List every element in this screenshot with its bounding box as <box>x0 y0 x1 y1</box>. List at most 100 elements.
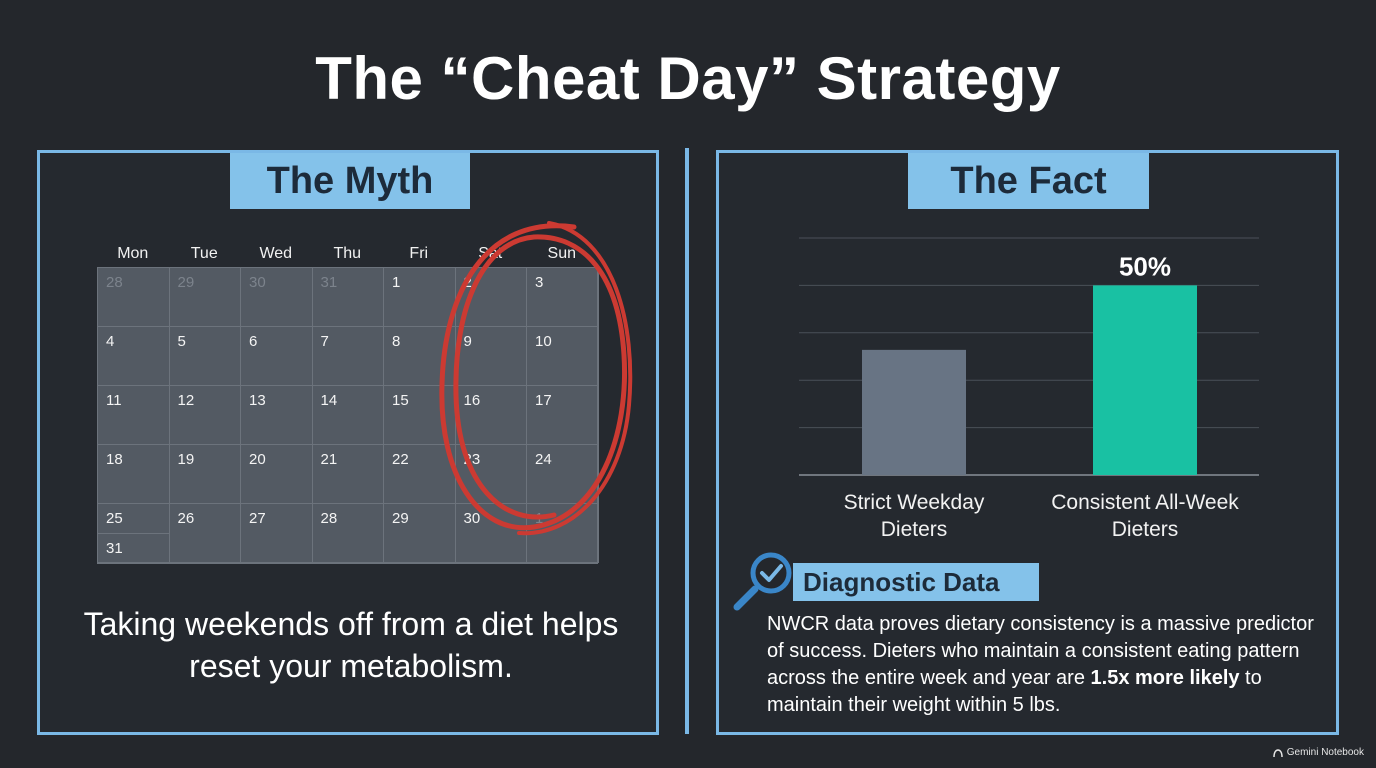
calendar-day-cell: 24 <box>527 445 599 504</box>
calendar-day-number: 9 <box>463 333 472 350</box>
calendar-day-cell: 18 <box>98 445 170 504</box>
calendar-day-cell: 9 <box>455 327 527 386</box>
fact-header: The Fact <box>908 153 1149 209</box>
calendar-day-number: 23 <box>463 451 481 468</box>
calendar-grid: 28 29 30 31 1 2 3 4 5 6 7 8 9 10 11 12 13 14 15 16 17 18 19 20 2… <box>97 267 599 564</box>
panel-divider <box>685 148 689 734</box>
calendar-day-cell: 11 <box>98 386 170 445</box>
calendar-day-number: 22 <box>392 451 409 468</box>
myth-statement: Taking weekends off from a diet helps re… <box>83 606 619 684</box>
calendar-day-cell: 8 <box>384 327 456 386</box>
calendar-day-number: 5 <box>177 333 186 350</box>
category-label: Strict Weekday Dieters <box>844 491 985 541</box>
calendar-day-cell: 25 31 <box>98 504 170 563</box>
calendar-day-number: 6 <box>249 333 258 350</box>
watermark: Gemini Notebook <box>1272 747 1364 758</box>
calendar-day-cell: 27 <box>241 504 313 563</box>
calendar-day-cell: 30 <box>455 504 527 563</box>
calendar-day-cell: 14 <box>312 386 384 445</box>
calendar-day-number: 26 <box>177 510 195 527</box>
magnifier-check-icon <box>733 552 792 611</box>
calendar-day-number: 11 <box>106 392 122 409</box>
calendar-day-cell: 4 <box>98 327 170 386</box>
calendar-day-number: 29 <box>177 274 195 291</box>
myth-header: The Myth <box>230 153 470 209</box>
success-rate-bar-chart: Strict Weekday Dieters 50% Consistent All-W… <box>799 237 1259 541</box>
calendar-day-cell: 21 <box>312 445 384 504</box>
calendar-day-cell: 6 <box>241 327 313 386</box>
calendar: Mon Tue Wed Thu Fri Sat Sun 28 29 30 31 1 2 3 4 5 6 7 8 9 1… <box>97 241 599 564</box>
calendar-day-number: 1 <box>392 274 401 291</box>
calendar-day-cell: 28 <box>98 268 170 327</box>
calendar-day-cell: 15 <box>384 386 456 445</box>
diagnostic-text-highlight: 1.5x more likely <box>1090 667 1240 689</box>
calendar-day-number: 24 <box>535 451 552 468</box>
calendar-day-cell: 30 <box>241 268 313 327</box>
calendar-day-cell: 31 <box>312 268 384 327</box>
calendar-day-cell: 23 <box>455 445 527 504</box>
bar-data-label: 50% <box>1119 251 1171 281</box>
fact-panel: The Fact Strict Weekday Dieters 50% Consist… <box>716 150 1339 735</box>
calendar-day-number: 8 <box>392 333 401 350</box>
calendar-day-number: 15 <box>392 392 409 409</box>
calendar-day-number: 2 <box>463 274 472 291</box>
calendar-day-number: 10 <box>535 333 552 350</box>
calendar-day-number: 18 <box>106 451 123 468</box>
calendar-day-number: 28 <box>106 274 123 291</box>
calendar-day-cell: 10 <box>527 327 599 386</box>
calendar-day-cell: 12 <box>169 386 241 445</box>
calendar-day-cell: 7 <box>312 327 384 386</box>
calendar-day-number: 31 <box>98 533 169 562</box>
diagnostic-heading: Diagnostic Data <box>731 551 1331 611</box>
calendar-day-number: 3 <box>535 274 544 291</box>
calendar-day-cell: 3 <box>527 268 599 327</box>
calendar-day-number: 20 <box>249 451 266 468</box>
weekday-label: Fri <box>409 245 429 262</box>
calendar-day-cell: 13 <box>241 386 313 445</box>
calendar-day-number: 21 <box>320 451 338 468</box>
calendar-day-number: 16 <box>463 392 481 409</box>
calendar-day-cell: 17 <box>527 386 599 445</box>
weekday-label: Wed <box>259 245 293 262</box>
weekday-label: Thu <box>333 245 362 262</box>
calendar-day-cell: 20 <box>241 445 313 504</box>
calendar-day-cell: 5 <box>169 327 241 386</box>
calendar-day-cell: 29 <box>169 268 241 327</box>
diagnostic-text-part: to maintain their weight within 5 lbs. <box>767 667 1262 716</box>
weekday-label: Tue <box>190 245 218 262</box>
calendar-day-cell: 29 <box>384 504 456 563</box>
diagnostic-label: Diagnostic Data <box>793 563 1039 601</box>
calendar-day-number: 31 <box>320 274 338 291</box>
diagnostic-text: NWCR data proves dietary consistency is … <box>767 611 1327 719</box>
bar-consistent-all-week <box>1093 285 1197 475</box>
calendar-day-number: 19 <box>177 451 195 468</box>
myth-panel: The Myth Mon Tue Wed Thu Fri Sat Sun 28 29 30 31 1… <box>37 150 659 735</box>
gemini-logo-icon <box>1272 748 1283 757</box>
calendar-day-number: 29 <box>392 510 409 527</box>
calendar-day-cell: 16 <box>455 386 527 445</box>
bar-strict-weekday <box>862 349 966 475</box>
calendar-day-number: 14 <box>320 392 338 409</box>
weekday-label: Sat <box>478 245 503 262</box>
calendar-day-cell: 19 <box>169 445 241 504</box>
calendar-day-number: 27 <box>249 510 266 527</box>
page-title: The “Cheat Day” Strategy <box>315 45 1061 112</box>
weekday-label: Sun <box>547 245 576 262</box>
calendar-day-number: 17 <box>535 392 552 409</box>
calendar-day-cell: 26 <box>169 504 241 563</box>
category-label: Consistent All-Week Dieters <box>1051 491 1239 541</box>
calendar-day-cell: 22 <box>384 445 456 504</box>
calendar-day-number: 7 <box>320 333 329 350</box>
calendar-day-cell: 1 <box>384 268 456 327</box>
calendar-day-number: 28 <box>320 510 338 527</box>
calendar-day-number: 13 <box>249 392 266 409</box>
calendar-day-cell: 1 <box>527 504 599 563</box>
calendar-day-cell: 28 <box>312 504 384 563</box>
calendar-day-number: 12 <box>177 392 195 409</box>
calendar-day-number: 30 <box>249 274 266 291</box>
calendar-day-number: 1 <box>535 510 544 527</box>
weekday-label: Mon <box>117 245 149 262</box>
watermark-text: Gemini Notebook <box>1286 747 1364 758</box>
diagnostic-text-part: NWCR data proves dietary consistency is … <box>767 613 1314 689</box>
calendar-day-number: 25 <box>106 510 123 527</box>
